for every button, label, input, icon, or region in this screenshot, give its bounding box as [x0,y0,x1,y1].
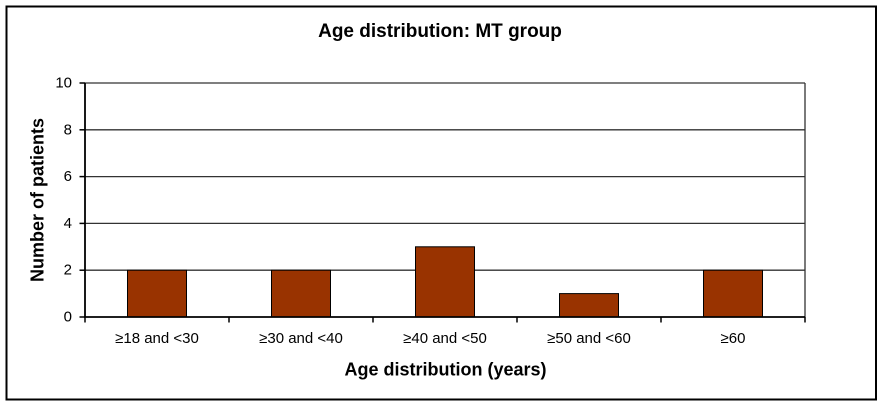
svg-text:0: 0 [64,309,72,326]
svg-text:Age distribution (years): Age distribution (years) [344,360,546,380]
svg-text:Number of patients: Number of patients [28,118,48,282]
svg-text:≥40 and <50: ≥40 and <50 [403,330,487,347]
svg-text:Age distribution: MT group: Age distribution: MT group [318,21,562,42]
svg-text:2: 2 [64,262,72,279]
svg-text:≥50 and <60: ≥50 and <60 [547,330,631,347]
svg-text:6: 6 [64,168,72,185]
svg-text:≥60: ≥60 [721,330,746,347]
svg-text:4: 4 [64,215,72,232]
svg-text:8: 8 [64,121,72,138]
svg-text:≥18 and <30: ≥18 and <30 [115,330,199,347]
svg-text:≥30 and <40: ≥30 and <40 [259,330,343,347]
svg-text:10: 10 [55,75,72,92]
